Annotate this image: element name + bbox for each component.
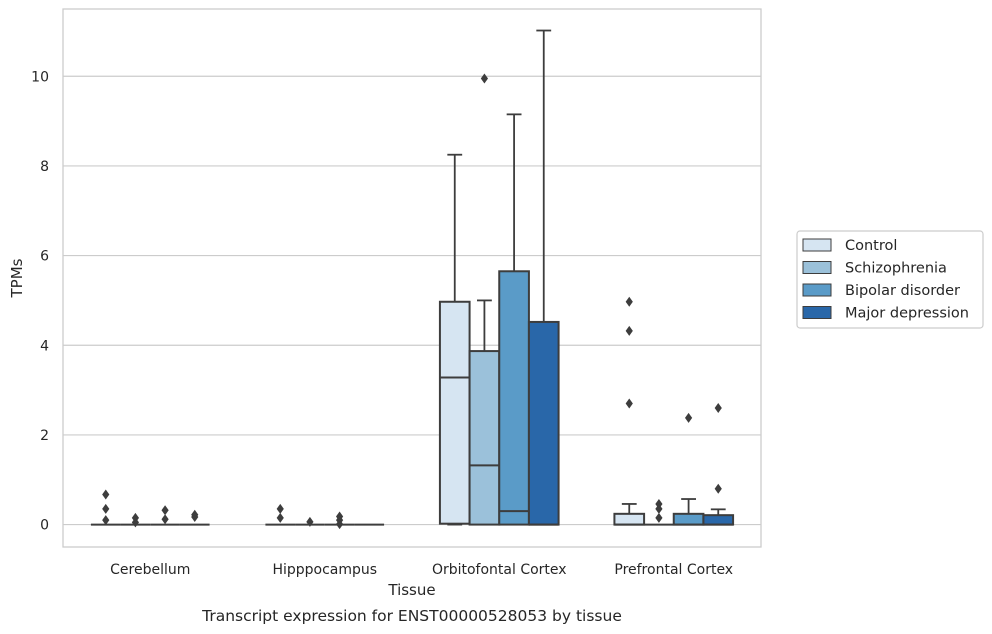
boxes (90, 29, 735, 530)
grid-lines (63, 75, 761, 526)
outlier-point (625, 398, 633, 409)
box-body (498, 270, 530, 526)
box-2-0 (150, 505, 180, 526)
box-0-2 (438, 153, 471, 526)
box-body (468, 350, 501, 526)
box-1-1 (295, 516, 325, 527)
outlier-point (655, 503, 663, 514)
y-tick-labels: 0 2 4 6 8 10 (31, 69, 49, 533)
outlier-point (161, 505, 169, 516)
y-tick-label: 4 (40, 338, 49, 354)
outlier-point (306, 516, 314, 527)
chart-caption: Transcript expression for ENST0000052805… (201, 607, 622, 625)
legend: Control Schizophrenia Bipolar disorder Majo… (796, 230, 984, 329)
outlier-point (714, 483, 722, 494)
outlier-point (102, 503, 110, 514)
x-tick-label: Orbitofontal Cortex (432, 562, 567, 578)
outlier-point (102, 515, 110, 526)
outlier-point (625, 325, 633, 336)
box-body (672, 512, 705, 526)
box-0-3 (613, 296, 646, 526)
outlier-point (276, 512, 284, 523)
box-2-3 (672, 412, 705, 526)
box-body (527, 320, 560, 526)
outlier-point (102, 489, 110, 500)
box-1-2 (468, 73, 501, 526)
outlier-point (625, 296, 633, 307)
y-tick-label: 6 (40, 249, 49, 265)
box-body (702, 514, 735, 526)
outlier-point (714, 403, 722, 414)
y-axis-label: TPMs (8, 258, 26, 298)
outlier-point (684, 412, 693, 423)
box-2-1 (324, 511, 355, 530)
outlier-point (480, 73, 489, 84)
plot-area-frame (62, 8, 762, 548)
legend-label: Bipolar disorder (845, 283, 960, 299)
legend-label: Major depression (845, 306, 969, 322)
legend-swatch (802, 283, 832, 297)
box-0-0 (90, 489, 121, 526)
legend-swatch (802, 306, 832, 319)
legend-swatch (802, 238, 832, 252)
outlier-point (276, 503, 284, 514)
legend-swatch (802, 261, 832, 274)
outlier-point (161, 514, 169, 525)
box-3-0 (179, 509, 210, 526)
box-1-0 (120, 512, 151, 528)
y-tick-label: 8 (40, 159, 49, 175)
x-axis-label: Tissue (387, 581, 435, 599)
box-3-2 (527, 29, 560, 526)
box-body (438, 300, 471, 525)
outlier-point (655, 512, 663, 523)
x-tick-label: Hipppocampus (272, 562, 377, 578)
y-tick-label: 0 (40, 518, 49, 534)
x-tick-labels: Cerebellum Hipppocampus Orbitofontal Corte… (110, 562, 733, 578)
box-3-3 (702, 403, 735, 526)
outlier-point (335, 519, 344, 530)
box-0-1 (265, 503, 296, 526)
legend-label: Control (845, 238, 897, 254)
y-tick-label: 2 (40, 428, 49, 444)
box-1-3 (644, 498, 674, 526)
outlier-point (191, 511, 199, 522)
y-tick-label: 10 (31, 69, 49, 85)
outlier-point (131, 517, 140, 528)
legend-frame (796, 230, 984, 329)
box-body (613, 512, 646, 526)
x-tick-label: Prefrontal Cortex (614, 562, 733, 578)
legend-label: Schizophrenia (845, 261, 947, 277)
box-2-2 (498, 113, 530, 526)
x-tick-label: Cerebellum (110, 562, 190, 578)
